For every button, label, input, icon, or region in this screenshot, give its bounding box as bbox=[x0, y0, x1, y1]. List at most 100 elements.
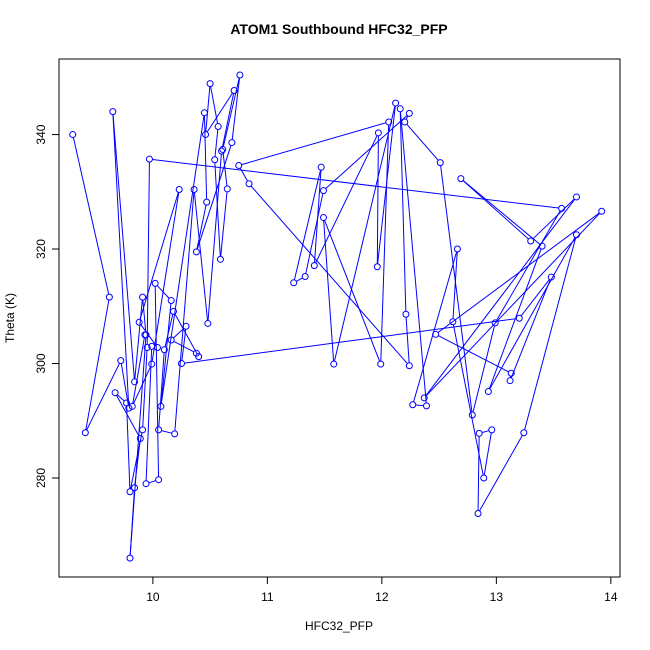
data-point bbox=[141, 331, 149, 339]
series-segment bbox=[146, 162, 150, 345]
data-point bbox=[126, 554, 134, 562]
series-segment bbox=[405, 115, 409, 120]
series-segment bbox=[145, 349, 153, 481]
data-point bbox=[436, 159, 444, 167]
series-segment bbox=[161, 430, 172, 434]
data-point bbox=[538, 242, 546, 250]
data-point bbox=[190, 186, 198, 194]
series-segment bbox=[323, 220, 335, 362]
series-segment bbox=[440, 165, 473, 413]
data-point bbox=[330, 360, 338, 368]
data-point bbox=[131, 484, 139, 492]
data-point bbox=[230, 86, 238, 94]
chart-title: ATOM1 Southbound HFC32_PFP bbox=[230, 21, 447, 37]
x-tick-label: 11 bbox=[261, 590, 274, 604]
data-point bbox=[547, 273, 555, 281]
data-point bbox=[474, 509, 482, 517]
data-point bbox=[157, 402, 165, 410]
data-point bbox=[572, 231, 580, 239]
data-point bbox=[377, 360, 385, 368]
series-segment bbox=[196, 145, 232, 250]
series-segment bbox=[173, 327, 185, 339]
series-segment bbox=[425, 199, 576, 396]
x-tick-label: 14 bbox=[604, 590, 618, 604]
series-segment bbox=[413, 251, 458, 402]
data-point bbox=[192, 349, 200, 357]
data-point bbox=[223, 185, 231, 193]
series-segment bbox=[524, 237, 577, 430]
plot-frame bbox=[58, 58, 621, 578]
series-segment bbox=[158, 352, 165, 427]
data-point bbox=[515, 314, 523, 322]
series-segment bbox=[196, 204, 207, 250]
data-point bbox=[401, 118, 409, 126]
data-point bbox=[211, 156, 219, 164]
data-point bbox=[143, 343, 151, 351]
series-segment bbox=[479, 435, 523, 512]
series-segment bbox=[151, 192, 180, 362]
data-point bbox=[235, 161, 243, 169]
data-point bbox=[169, 307, 177, 315]
data-point bbox=[216, 255, 224, 263]
data-point bbox=[111, 389, 119, 397]
series-segment bbox=[205, 86, 211, 132]
series-segment bbox=[472, 325, 495, 413]
y-axis: 280 300 320 340 bbox=[34, 124, 59, 488]
data-point bbox=[171, 430, 179, 438]
y-tick-label: 300 bbox=[34, 353, 48, 373]
data-point bbox=[214, 123, 222, 131]
data-point bbox=[468, 411, 476, 419]
data-point bbox=[507, 369, 515, 377]
series-segment bbox=[174, 192, 195, 431]
data-point bbox=[319, 214, 327, 222]
data-point bbox=[139, 426, 147, 434]
data-point bbox=[453, 245, 461, 253]
data-point bbox=[135, 318, 143, 326]
data-point bbox=[457, 175, 465, 183]
data-point bbox=[374, 129, 382, 137]
series-segment bbox=[214, 129, 219, 157]
y-tick-label: 280 bbox=[34, 468, 48, 488]
data-point bbox=[317, 163, 325, 171]
data-point bbox=[420, 394, 428, 402]
data-point bbox=[219, 145, 227, 153]
data-point bbox=[131, 378, 139, 386]
data-point bbox=[245, 180, 253, 188]
data-point bbox=[139, 293, 147, 301]
data-point bbox=[488, 426, 496, 434]
data-point bbox=[405, 109, 413, 117]
series-segment bbox=[483, 432, 492, 476]
series-segment bbox=[510, 279, 551, 379]
series-segment bbox=[129, 490, 135, 556]
series-segment bbox=[86, 363, 120, 431]
series-segment bbox=[399, 111, 407, 312]
series-segment bbox=[160, 303, 172, 404]
series-segment bbox=[142, 300, 147, 332]
series-segment bbox=[239, 167, 249, 182]
series-segment bbox=[462, 180, 529, 240]
series-segment bbox=[376, 135, 379, 264]
series-segment bbox=[210, 86, 219, 124]
data-point bbox=[409, 401, 417, 409]
series-segment bbox=[173, 340, 194, 353]
y-tick-label: 340 bbox=[34, 124, 48, 144]
series-segment bbox=[134, 300, 143, 379]
series-segment bbox=[241, 122, 386, 166]
data-point bbox=[105, 293, 113, 301]
data-point bbox=[206, 80, 214, 88]
series-segment bbox=[148, 480, 156, 484]
series-segment bbox=[130, 432, 143, 489]
data-point bbox=[117, 357, 125, 365]
series-segment bbox=[415, 404, 424, 407]
series-segment bbox=[380, 124, 390, 362]
series-segment bbox=[132, 337, 145, 404]
data-point bbox=[155, 476, 163, 484]
data-point bbox=[195, 353, 203, 361]
series-segment bbox=[222, 152, 228, 187]
series-segment bbox=[406, 123, 439, 161]
series-segment bbox=[462, 180, 541, 245]
series-segment bbox=[193, 192, 209, 321]
data-point bbox=[385, 118, 393, 126]
data-point bbox=[396, 105, 404, 113]
